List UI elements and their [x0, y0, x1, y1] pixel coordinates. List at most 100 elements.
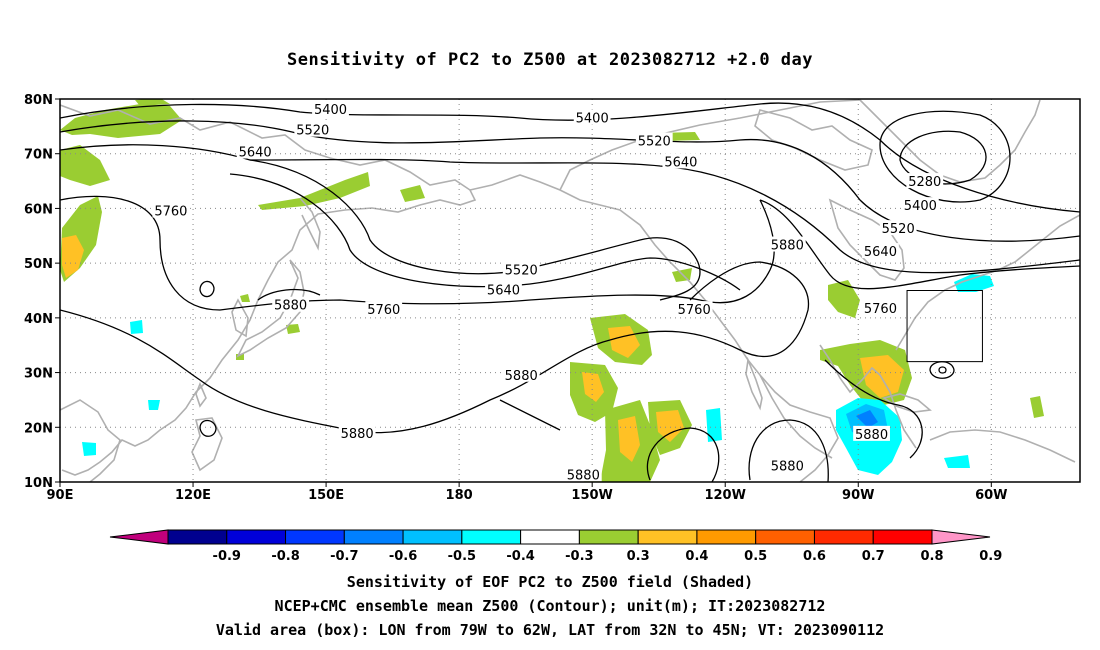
contour-label: 5640 — [239, 146, 272, 161]
shade-region — [148, 400, 160, 410]
contour-label-bg — [312, 100, 349, 116]
colorbar-right-arrow — [931, 529, 991, 545]
coastline-philippines — [191, 417, 223, 472]
coastline-south-america — [929, 429, 1076, 463]
contour-label: 5520 — [296, 124, 329, 139]
plot-frame — [59, 98, 1081, 483]
contour-label: 5280 — [908, 175, 941, 190]
contour-label-bg — [768, 236, 806, 252]
lon-label: 90W — [842, 488, 874, 503]
shade-region — [706, 408, 722, 442]
shade-region — [582, 372, 604, 402]
shade-region — [944, 455, 970, 468]
coastlines — [60, 99, 1080, 482]
caption-contour: NCEP+CMC ensemble mean Z500 (Contour); u… — [274, 597, 826, 615]
coastline-korea — [231, 298, 249, 338]
contour-5880-main — [60, 261, 810, 434]
colorbar-label: 0.5 — [744, 549, 767, 564]
lat-label: 50N — [24, 257, 53, 272]
contour-label: 5400 — [904, 199, 937, 214]
contour-label: 5640 — [664, 155, 697, 170]
coastline-gulf — [819, 344, 917, 449]
colorbar-swatch — [167, 529, 228, 545]
lon-label: 150W — [571, 488, 612, 503]
contour-label-bg — [502, 261, 540, 277]
contour-label-bg — [862, 300, 899, 316]
coastline-baja — [745, 356, 763, 411]
shade-region — [240, 294, 250, 302]
shade-region — [400, 185, 425, 202]
shade-region — [135, 99, 170, 106]
colorbar-left-arrow — [109, 529, 169, 545]
colorbar-swatch — [813, 529, 874, 545]
shade-region — [860, 355, 904, 398]
lon-label: 120W — [704, 488, 745, 503]
coastline-asia — [60, 104, 477, 476]
contour-label: 5400 — [314, 103, 347, 118]
colorbar-label: 0.4 — [685, 549, 708, 564]
contour-label-bg — [236, 143, 274, 159]
contour-label-bg — [272, 296, 310, 312]
colorbar-label: -0.4 — [506, 549, 534, 564]
lon-label: 180 — [446, 488, 473, 503]
contour-label: 5880 — [855, 428, 888, 443]
lon-label: 150E — [308, 488, 344, 503]
contour-label: 5400 — [576, 112, 609, 127]
colorbar-label: -0.8 — [271, 549, 299, 564]
lon-label: 90E — [47, 488, 74, 503]
lat-lon-grid — [60, 99, 1080, 482]
valid-area-box — [906, 290, 983, 363]
lat-label: 10N — [24, 476, 53, 491]
contour-label-bg — [901, 197, 939, 213]
contour-5880-north — [257, 288, 321, 301]
contour-label: 5880 — [771, 239, 804, 254]
shade-region — [856, 410, 878, 428]
colorbar-swatch — [872, 529, 933, 545]
contour-label: 5520 — [882, 222, 915, 237]
contour-label-bg — [485, 281, 522, 297]
coastline-cuba — [882, 393, 932, 413]
colorbar-swatch — [755, 529, 815, 545]
colorbar-label: 0.6 — [803, 549, 826, 564]
contour-label: 5760 — [678, 303, 711, 318]
contour-label-bg — [879, 220, 917, 236]
shade-region — [60, 104, 182, 138]
caption-shading: Sensitivity of EOF PC2 to Z500 field (Sh… — [346, 573, 754, 591]
contour-label: 5880 — [341, 427, 374, 442]
shade-region — [258, 172, 370, 210]
colorbar-swatch — [520, 529, 580, 545]
contour-label: 5880 — [274, 299, 307, 314]
coastline-indochina — [60, 399, 121, 482]
lon-label: 60W — [975, 488, 1007, 503]
contour-label-bg — [365, 301, 403, 317]
contour-label-bg — [573, 109, 611, 125]
contour-label-bg — [294, 121, 332, 137]
caption-valid-area: Valid area (box): LON from 79W to 62W, L… — [215, 621, 885, 639]
contour-label: 5760 — [367, 303, 400, 318]
contour-5400-a — [60, 102, 1080, 213]
contour-closed-atlantic-inner — [938, 366, 947, 374]
contour-label-bg — [564, 466, 602, 482]
colorbar-label: -0.3 — [565, 549, 593, 564]
coastline-mexico-pacific — [759, 374, 833, 459]
contour-label-bg — [906, 173, 944, 189]
colorbar-label: -0.7 — [330, 549, 358, 564]
contour-label: 5760 — [154, 205, 187, 220]
colorbar-swatch — [696, 529, 757, 545]
colorbar-label: 0.8 — [920, 549, 943, 564]
contour-label: 5880 — [505, 369, 538, 384]
contour-5880-caribbean — [824, 359, 923, 459]
contour-closed-atlantic — [929, 361, 955, 379]
coastline-greenland — [859, 99, 1041, 183]
contour-5520 — [60, 120, 1080, 242]
contour-5880-pacific — [646, 427, 720, 482]
lat-label: 40N — [24, 312, 53, 327]
contour-label: 5520 — [505, 264, 538, 279]
shade-region — [286, 324, 300, 334]
colorbar-swatch — [402, 529, 463, 545]
coastline-kamchatka — [299, 197, 321, 251]
colorbar-swatch — [578, 529, 639, 545]
shade-region — [618, 416, 640, 462]
shade-region — [954, 274, 994, 292]
